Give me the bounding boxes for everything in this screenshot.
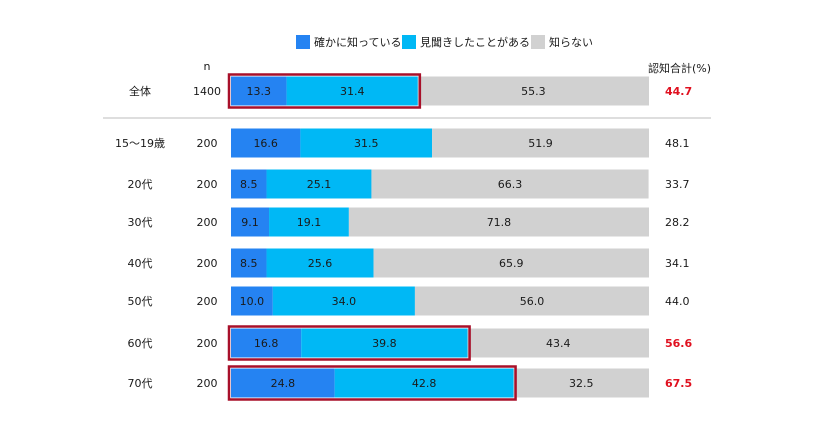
highlight-box	[227, 365, 517, 401]
legend-item-0: 確かに知っている	[296, 35, 401, 49]
bar-segment-0	[231, 207, 270, 237]
row-0: 全体 1400 13.3 31.4 55.3 44.7	[129, 73, 692, 109]
bar-segment-2	[432, 128, 649, 158]
bar-value-label-0: 9.1	[241, 216, 259, 229]
total-column-header: 認知合計(%)	[648, 61, 711, 75]
bar-segment-0	[231, 169, 267, 199]
bar-segment-2	[371, 169, 649, 199]
bar-value-label-2: 71.8	[487, 216, 512, 229]
legend: 確かに知っている 見聞きしたことがある 知らない	[296, 35, 593, 49]
highlight-box	[227, 73, 422, 109]
bar-segment-0	[231, 128, 301, 158]
total-value: 34.1	[665, 257, 690, 270]
bar-segment-2	[513, 368, 649, 398]
row-1: 15～19歳 200 16.6 31.5 51.9 48.1	[115, 128, 690, 158]
bar-value-label-2: 55.3	[521, 85, 546, 98]
category-label: 30代	[128, 216, 153, 229]
bar-value-label-0: 8.5	[240, 178, 258, 191]
n-value: 200	[197, 178, 218, 191]
row-3: 30代 200 9.1 19.1 71.8 28.2	[128, 207, 690, 237]
category-label: 50代	[128, 295, 153, 308]
bar-value-label-0: 16.8	[254, 337, 279, 350]
total-value: 33.7	[665, 178, 690, 191]
legend-swatch-0	[296, 35, 310, 49]
total-value: 28.2	[665, 216, 690, 229]
bar-value-label-0: 13.3	[247, 85, 272, 98]
bar-value-label-0: 24.8	[271, 377, 296, 390]
row-5: 50代 200 10.0 34.0 56.0 44.0	[128, 286, 690, 316]
category-label: 全体	[129, 84, 151, 98]
bar-value-label-0: 8.5	[240, 257, 258, 270]
bar-segment-0	[231, 368, 335, 398]
chart-rows: 全体 1400 13.3 31.4 55.3 44.7 15～19歳 200 16.6 31.5 5…	[115, 73, 692, 401]
bar-value-label-1: 25.6	[308, 257, 333, 270]
legend-label-0: 確かに知っている	[314, 35, 401, 49]
category-label: 70代	[128, 377, 153, 390]
bar-segment-1	[301, 328, 468, 358]
bar-value-label-1: 19.1	[297, 216, 322, 229]
n-value: 200	[197, 216, 218, 229]
category-label: 60代	[128, 337, 153, 350]
bar-value-label-2: 51.9	[528, 137, 553, 150]
legend-swatch-2	[531, 35, 545, 49]
bar-value-label-1: 25.1	[307, 178, 332, 191]
bar-value-label-2: 56.0	[520, 295, 545, 308]
bar-value-label-0: 16.6	[253, 137, 278, 150]
category-label: 15～19歳	[115, 137, 165, 150]
n-value: 200	[197, 377, 218, 390]
bar-value-label-1: 42.8	[412, 377, 437, 390]
bar-segment-1	[286, 76, 418, 106]
bar-segment-1	[266, 169, 372, 199]
bar-segment-0	[231, 76, 287, 106]
bar-segment-1	[272, 286, 415, 316]
bar-value-label-1: 31.4	[340, 85, 365, 98]
bar-segment-0	[231, 286, 273, 316]
legend-label-1: 見聞きしたことがある	[420, 35, 530, 49]
bar-segment-1	[300, 128, 433, 158]
n-value: 200	[197, 137, 218, 150]
bar-value-label-0: 10.0	[240, 295, 265, 308]
bar-segment-1	[334, 368, 514, 398]
total-value: 44.7	[665, 85, 692, 98]
bar-value-label-1: 34.0	[332, 295, 357, 308]
bar-value-label-2: 66.3	[498, 178, 523, 191]
bar-segment-2	[414, 286, 649, 316]
legend-label-2: 知らない	[549, 35, 593, 49]
bar-value-label-1: 31.5	[354, 137, 379, 150]
bar-value-label-1: 39.8	[372, 337, 397, 350]
bar-segment-1	[269, 207, 349, 237]
n-value: 200	[197, 257, 218, 270]
total-value: 67.5	[665, 377, 692, 390]
n-value: 200	[197, 337, 218, 350]
row-2: 20代 200 8.5 25.1 66.3 33.7	[128, 169, 690, 199]
n-value: 1400	[193, 85, 221, 98]
bar-segment-0	[231, 328, 302, 358]
n-value: 200	[197, 295, 218, 308]
row-6: 60代 200 16.8 39.8 43.4 56.6	[128, 325, 692, 361]
total-value: 44.0	[665, 295, 690, 308]
total-value: 48.1	[665, 137, 690, 150]
bar-segment-2	[417, 76, 649, 106]
category-label: 20代	[128, 178, 153, 191]
bar-segment-2	[467, 328, 649, 358]
bar-segment-2	[373, 248, 649, 278]
highlight-box	[227, 325, 471, 361]
row-7: 70代 200 24.8 42.8 32.5 67.5	[128, 365, 692, 401]
bar-segment-2	[348, 207, 649, 237]
category-label: 40代	[128, 257, 153, 270]
bar-value-label-2: 65.9	[499, 257, 524, 270]
legend-item-1: 見聞きしたことがある	[402, 35, 530, 49]
bar-value-label-2: 43.4	[546, 337, 571, 350]
total-value: 56.6	[665, 337, 692, 350]
legend-item-2: 知らない	[531, 35, 593, 49]
row-4: 40代 200 8.5 25.6 65.9 34.1	[128, 248, 690, 278]
legend-swatch-1	[402, 35, 416, 49]
bar-segment-0	[231, 248, 267, 278]
bar-segment-1	[266, 248, 374, 278]
n-column-header: n	[204, 60, 211, 73]
bar-value-label-2: 32.5	[569, 377, 594, 390]
